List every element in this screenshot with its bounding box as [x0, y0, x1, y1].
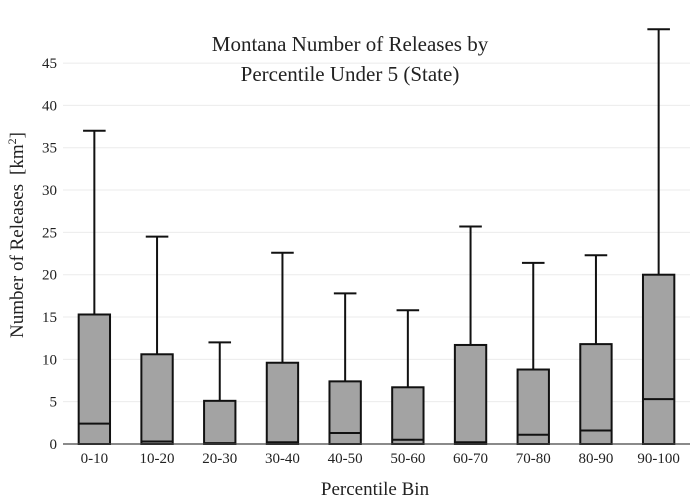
chart-title-line-2: Percentile Under 5 (State)	[241, 62, 460, 86]
box-70-80	[516, 261, 550, 445]
y-axis-label-main: Number of Releases	[7, 184, 28, 338]
box-30-40	[265, 251, 300, 445]
x-tick-label-10-20: 10-20	[140, 451, 175, 467]
y-tick-label-45: 45	[42, 56, 57, 72]
x-tick-label-30-40: 30-40	[265, 451, 300, 467]
y-tick-label-10: 10	[42, 352, 57, 368]
y-tick-label-30: 30	[42, 183, 57, 199]
x-tick-label-20-30: 20-30	[202, 451, 237, 467]
box-10-20	[140, 235, 174, 445]
box-50-60	[391, 309, 425, 445]
box-rect-30-40	[265, 361, 300, 445]
box-40-50	[328, 292, 362, 445]
y-axis-label-unit: [km	[7, 144, 28, 175]
y-axis-label-unit-superscript: 2	[5, 138, 19, 144]
x-tick-label-80-90: 80-90	[578, 451, 613, 467]
box-rect-50-60	[391, 386, 425, 445]
y-axis-label: Number of Releases [km2]	[5, 132, 28, 338]
box-rect-10-20	[140, 353, 174, 445]
y-tick-label-5: 5	[50, 395, 58, 411]
y-tick-label-15: 15	[42, 310, 57, 326]
box-rect-20-30	[203, 399, 237, 445]
box-80-90	[579, 254, 613, 445]
box-plot-series	[77, 28, 676, 445]
box-rect-40-50	[328, 380, 362, 445]
x-tick-label-90-100: 90-100	[637, 451, 680, 467]
y-axis-label-unit-close: ]	[7, 132, 28, 138]
y-tick-label-20: 20	[42, 268, 57, 284]
box-rect-70-80	[516, 368, 550, 445]
box-0-10	[77, 129, 112, 445]
y-tick-label-0: 0	[50, 437, 58, 453]
box-rect-60-70	[453, 343, 488, 445]
box-rect-0-10	[77, 313, 112, 445]
x-tick-label-50-60: 50-60	[390, 451, 425, 467]
x-tick-label-70-80: 70-80	[516, 451, 551, 467]
x-axis-label: Percentile Bin	[321, 479, 430, 500]
box-rect-80-90	[579, 343, 613, 445]
box-rect-90-100	[641, 273, 676, 445]
y-tick-label-35: 35	[42, 141, 57, 157]
y-tick-label-25: 25	[42, 225, 57, 241]
x-tick-labels: 0-10 10-20 20-30 30-40 40-50 50-60 60-70 70-80 8…	[81, 451, 680, 467]
y-tick-label-40: 40	[42, 98, 57, 114]
chart-title-line-1: Montana Number of Releases by	[212, 32, 489, 56]
box-20-30	[203, 341, 237, 445]
x-tick-label-0-10: 0-10	[81, 451, 109, 467]
box-60-70	[453, 225, 488, 445]
x-tick-label-60-70: 60-70	[453, 451, 488, 467]
y-tick-labels: 0 5 10 15 20 25 30 35 40 45	[42, 56, 57, 453]
x-tick-label-40-50: 40-50	[328, 451, 363, 467]
box-90-100	[641, 28, 676, 445]
